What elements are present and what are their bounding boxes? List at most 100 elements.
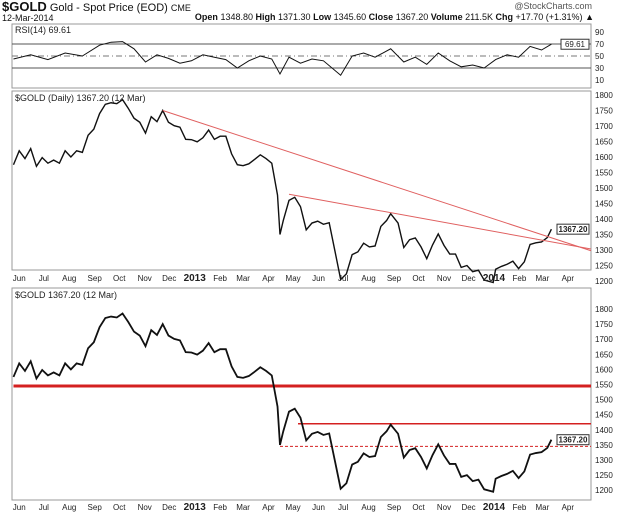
volume-value: 211.5K bbox=[465, 12, 493, 22]
lower-price-tick-label: 1500 bbox=[595, 396, 613, 405]
x-tick-label: Sep bbox=[387, 274, 402, 283]
price-tick-label: 1300 bbox=[595, 246, 613, 255]
lower-x-tick-label: Jul bbox=[39, 503, 49, 512]
panel-frame-low bbox=[11, 287, 592, 501]
x-tick-label: Feb bbox=[513, 274, 527, 283]
rsi-line bbox=[13, 41, 552, 76]
low-label: Low bbox=[313, 12, 332, 22]
lower-price-tick-label: 1800 bbox=[595, 305, 613, 314]
close-label: Close bbox=[368, 12, 394, 22]
lower-price-tick-label: 1650 bbox=[595, 350, 613, 359]
rsi-tick-label: 90 bbox=[595, 28, 604, 37]
high-value: 1371.30 bbox=[278, 12, 311, 22]
lower-x-tick-label: Sep bbox=[387, 503, 402, 512]
watermark: @StockCharts.com bbox=[514, 1, 592, 11]
price-tick-label: 1800 bbox=[595, 91, 613, 100]
price-line bbox=[12, 98, 553, 284]
rsi-tick-label: 30 bbox=[595, 64, 604, 73]
lower-x-tick-label: May bbox=[286, 503, 301, 512]
lower-last-tag bbox=[556, 434, 590, 446]
lower-price-tick-label: 1700 bbox=[595, 335, 613, 344]
rsi-title: RSI(14) 69.61 bbox=[15, 25, 71, 35]
lower-x-tick-label: Jun bbox=[312, 503, 325, 512]
lower-x-tick-label: Dec bbox=[461, 503, 475, 512]
volume-label: Volume bbox=[430, 12, 463, 22]
x-tick-label: Aug bbox=[62, 274, 76, 283]
x-tick-label: Nov bbox=[437, 274, 451, 283]
rsi-tick-label: 70 bbox=[595, 40, 604, 49]
high-label: High bbox=[255, 12, 276, 22]
close-value: 1367.20 bbox=[395, 12, 429, 22]
lower-x-tick-label: Oct bbox=[113, 503, 126, 512]
lower-x-tick-label: Jun bbox=[13, 503, 26, 512]
lower-last-value: 1367.20 bbox=[559, 436, 588, 445]
x-tick-label: 2014 bbox=[483, 273, 506, 284]
x-tick-label: Jul bbox=[338, 274, 348, 283]
lower-x-tick-label: Apr bbox=[262, 503, 275, 512]
x-tick-label: Feb bbox=[213, 274, 227, 283]
price-tick-label: 1650 bbox=[595, 138, 613, 147]
lower-x-tick-label: Aug bbox=[62, 503, 76, 512]
x-tick-label: Jun bbox=[13, 274, 26, 283]
x-tick-label: Jun bbox=[312, 274, 325, 283]
x-tick-label: Dec bbox=[461, 274, 475, 283]
price-tick-label: 1500 bbox=[595, 184, 613, 193]
lower-price-tick-label: 1750 bbox=[595, 320, 613, 329]
low-value: 1345.60 bbox=[333, 12, 367, 22]
lower-x-tick-label: Aug bbox=[361, 503, 375, 512]
lower-title: $GOLD 1367.20 (12 Mar) bbox=[15, 290, 117, 300]
price-tick-label: 1450 bbox=[595, 200, 613, 209]
lower-x-tick-label: Mar bbox=[236, 503, 250, 512]
symbol: $GOLD bbox=[2, 0, 47, 14]
price-tick-label: 1550 bbox=[595, 169, 613, 178]
rsi-last-tag bbox=[560, 38, 590, 50]
lower-price-tick-label: 1600 bbox=[595, 365, 613, 374]
x-tick-label: Mar bbox=[535, 274, 549, 283]
x-tick-label: Aug bbox=[361, 274, 375, 283]
x-tick-label: Apr bbox=[262, 274, 275, 283]
lower-x-tick-label: Oct bbox=[412, 503, 425, 512]
lower-x-tick-label: Apr bbox=[562, 503, 575, 512]
x-tick-label: 2013 bbox=[184, 273, 207, 284]
price-tick-label: 1600 bbox=[595, 153, 613, 162]
lower-x-tick-label: Nov bbox=[138, 503, 152, 512]
quote-row: Open 1348.80 High 1371.30 Low 1345.60 Cl… bbox=[195, 12, 594, 22]
exchange: CME bbox=[170, 3, 191, 13]
lower-x-tick-label: Sep bbox=[88, 503, 103, 512]
title-row: $GOLD Gold - Spot Price (EOD) CME bbox=[2, 0, 191, 15]
price-tick-label: 1350 bbox=[595, 231, 613, 240]
price-title: $GOLD (Daily) 1367.20 (12 Mar) bbox=[15, 93, 146, 103]
lower-x-tick-label: Feb bbox=[213, 503, 227, 512]
triangle-up-icon: ▲ bbox=[585, 12, 594, 22]
date: 12-Mar-2014 bbox=[2, 13, 54, 23]
chg-label: Chg bbox=[495, 12, 513, 22]
lower-price-tick-label: 1400 bbox=[595, 426, 613, 435]
open-label: Open bbox=[194, 12, 218, 22]
x-tick-label: Sep bbox=[88, 274, 103, 283]
price-tick-label: 1250 bbox=[595, 262, 613, 271]
x-tick-label: Dec bbox=[162, 274, 176, 283]
price-tick-label: 1700 bbox=[595, 122, 613, 131]
lower-price-tick-label: 1250 bbox=[595, 471, 613, 480]
lower-x-tick-label: 2013 bbox=[184, 502, 207, 513]
lower-price-tick-label: 1350 bbox=[595, 441, 613, 450]
x-tick-label: May bbox=[286, 274, 301, 283]
open-value: 1348.80 bbox=[220, 12, 253, 22]
price-tick-label: 1200 bbox=[595, 277, 613, 286]
lower-x-tick-label: Mar bbox=[535, 503, 549, 512]
lower-x-tick-label: 2014 bbox=[483, 502, 506, 513]
x-tick-label: Apr bbox=[562, 274, 575, 283]
lower-price-tick-label: 1550 bbox=[595, 381, 613, 390]
x-tick-label: Nov bbox=[138, 274, 152, 283]
panel-frame-main bbox=[11, 90, 592, 271]
x-tick-label: Jul bbox=[39, 274, 49, 283]
rsi-tick-label: 10 bbox=[595, 76, 604, 85]
rsi-tick-label: 50 bbox=[595, 52, 604, 61]
trendline bbox=[162, 110, 592, 252]
lower-price-tick-label: 1450 bbox=[595, 411, 613, 420]
instrument-name: Gold - Spot Price (EOD) bbox=[49, 2, 168, 14]
lower-price-line bbox=[12, 312, 553, 493]
price-last-value: 1367.20 bbox=[559, 225, 588, 234]
